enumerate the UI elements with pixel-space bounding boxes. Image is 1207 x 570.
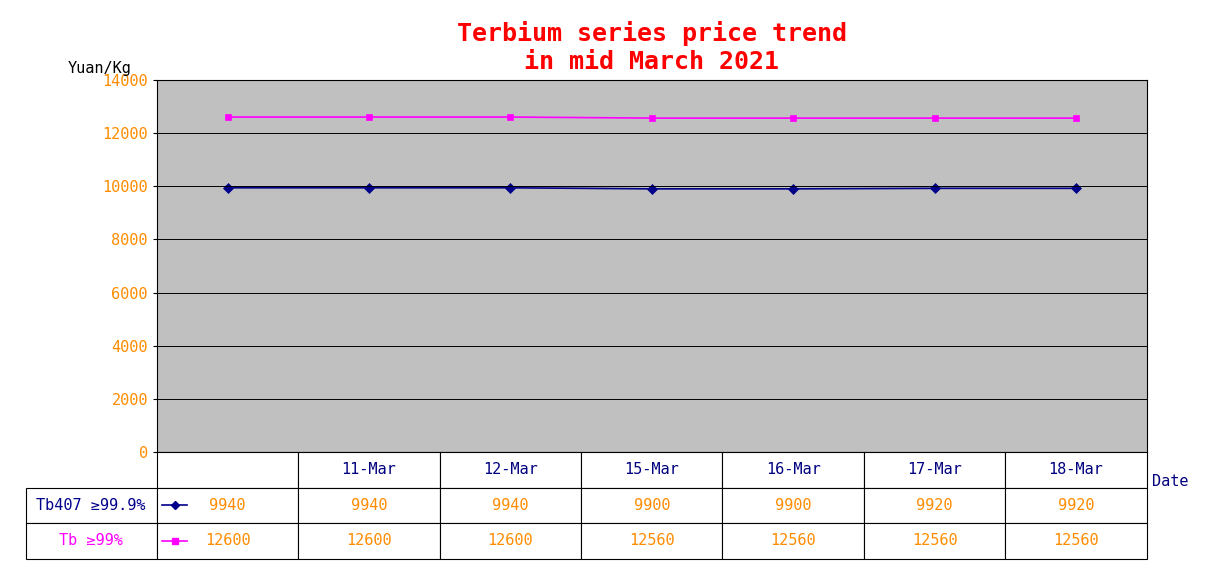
Text: Yuan/Kg: Yuan/Kg — [68, 61, 132, 76]
Title: Terbium series price trend
in mid March 2021: Terbium series price trend in mid March … — [456, 21, 847, 74]
Text: Date: Date — [1151, 474, 1188, 490]
